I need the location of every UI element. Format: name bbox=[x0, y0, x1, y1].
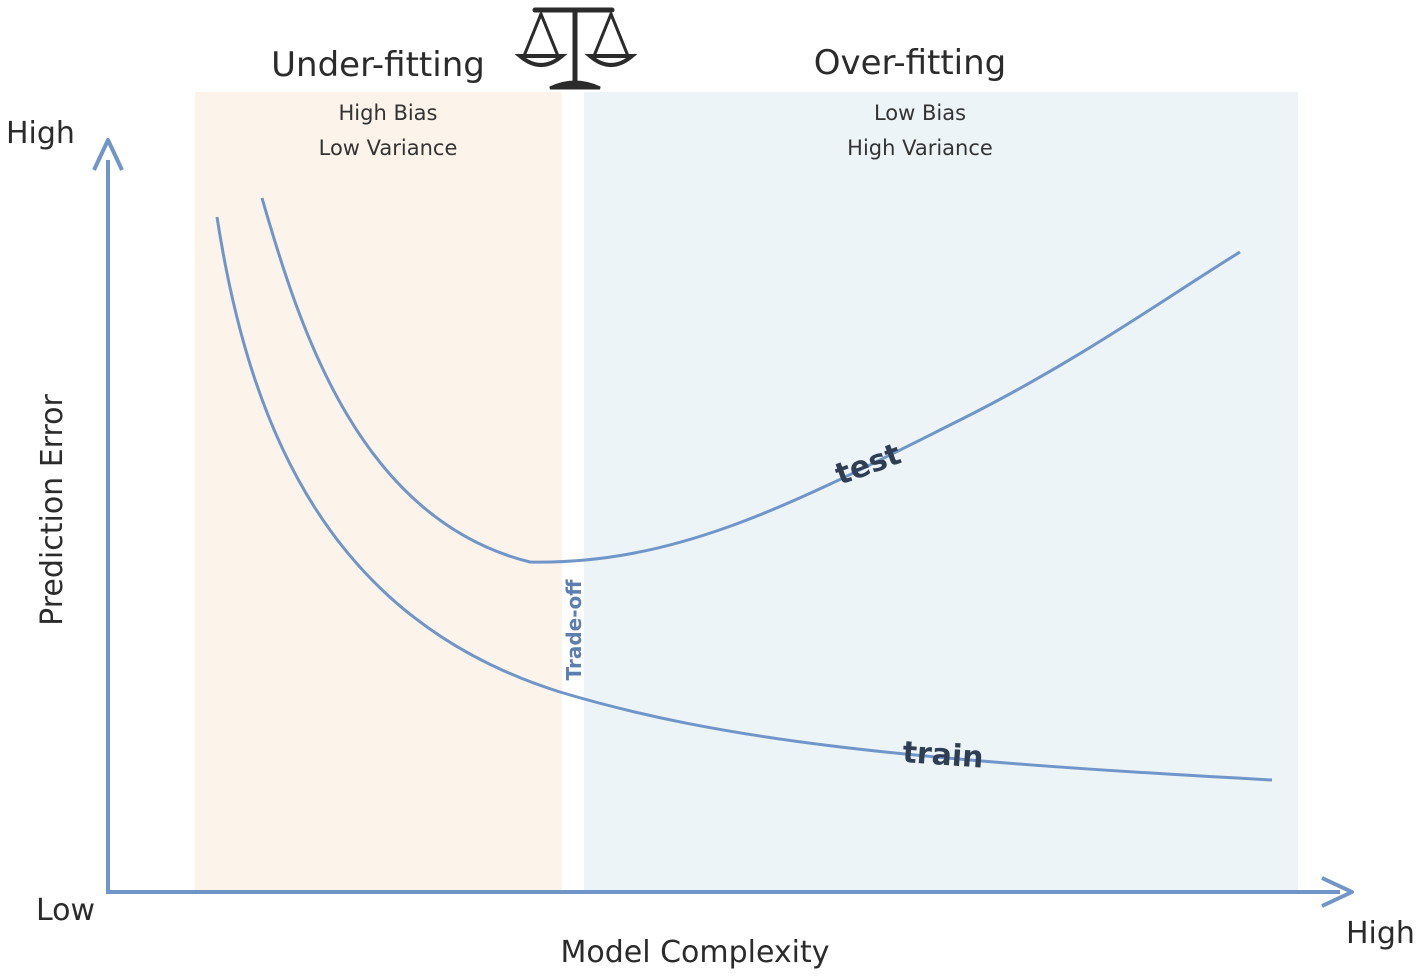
test-error-curve bbox=[260, 197, 1241, 564]
tradeoff-label: Trade-off bbox=[562, 579, 586, 681]
balance-scale-icon bbox=[514, 7, 638, 90]
train-error-curve bbox=[215, 216, 1273, 782]
overfitting-variance: High Variance bbox=[847, 136, 993, 160]
x-axis-high-label: High bbox=[1346, 916, 1415, 951]
overfitting-bias: Low Bias bbox=[874, 101, 966, 125]
train-curve-label: train bbox=[901, 735, 984, 776]
underfitting-region bbox=[195, 92, 562, 892]
x-axis-title: Model Complexity bbox=[560, 935, 829, 970]
origin-low-label: Low bbox=[36, 893, 95, 928]
underfitting-title: Under-fitting bbox=[271, 45, 485, 85]
x-axis bbox=[106, 876, 1354, 908]
underfitting-bias: High Bias bbox=[339, 101, 438, 125]
y-axis-arrowhead bbox=[92, 138, 124, 171]
y-axis bbox=[92, 138, 124, 892]
y-axis-title: Prediction Error bbox=[35, 393, 70, 625]
y-axis-high-label: High bbox=[6, 116, 75, 151]
overfitting-title: Over-fitting bbox=[814, 43, 1007, 83]
x-axis-arrowhead bbox=[1321, 876, 1354, 908]
underfitting-variance: Low Variance bbox=[319, 136, 458, 160]
